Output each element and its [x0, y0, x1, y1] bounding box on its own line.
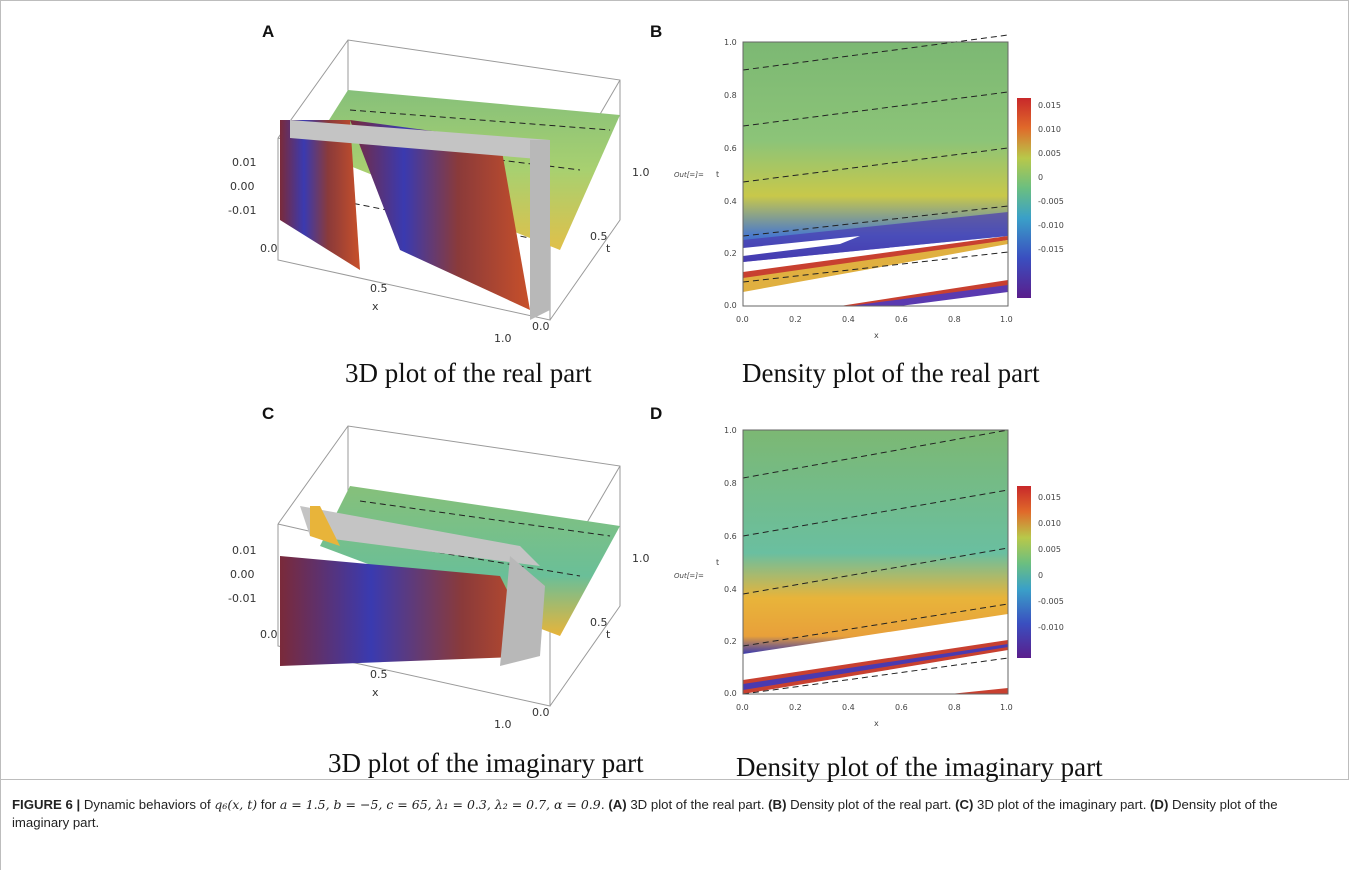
panel-b-density-plot: 1.0 0.8 0.6 0.4 0.2 0.0 t Out[=]= 0.0 0.… [674, 34, 1064, 340]
legend-tick: -0.010 [1038, 623, 1064, 632]
legend-tick: -0.005 [1038, 197, 1064, 206]
panel-letter-b: B [650, 22, 663, 41]
figure-frame-top [0, 0, 1349, 1]
x-tick: 1.0 [494, 332, 512, 345]
y-tick: 0.8 [724, 479, 737, 488]
z-tick: -0.01 [228, 204, 256, 217]
x-tick: 0.0 [260, 242, 278, 255]
y-tick: 0.4 [724, 585, 737, 594]
t-tick: 0.0 [532, 706, 550, 719]
x-axis-label: x [372, 300, 379, 313]
t-tick: 0.5 [590, 230, 608, 243]
t-axis-label: t [606, 242, 611, 255]
x-tick: 1.0 [494, 718, 512, 731]
x-tick: 0.2 [789, 703, 802, 712]
x-tick: 0.8 [948, 315, 961, 324]
y-tick: 0.2 [724, 637, 737, 646]
x-axis-label: x [874, 331, 879, 340]
subcaption-c: 3D plot of the imaginary part [328, 748, 644, 778]
z-tick: 0.00 [230, 180, 255, 193]
y-tick: 1.0 [724, 38, 737, 47]
legend-tick: 0 [1038, 571, 1043, 580]
y-tick: 0.8 [724, 91, 737, 100]
side-label: Out[=]= [674, 171, 704, 179]
y-axis-label: t [716, 170, 719, 179]
legend-tick: -0.005 [1038, 597, 1064, 606]
color-legend-bar [1017, 98, 1031, 298]
t-tick: 1.0 [632, 552, 650, 565]
figure-caption: FIGURE 6 | Dynamic behaviors of q₆(x, t)… [12, 796, 1337, 832]
legend-tick: 0.010 [1038, 519, 1061, 528]
caption-desc-b: Density plot of the real part. [786, 797, 956, 812]
x-tick: 0.5 [370, 282, 388, 295]
legend-tick: 0.005 [1038, 545, 1061, 554]
x-tick: 0.5 [370, 668, 388, 681]
legend-tick: 0.015 [1038, 101, 1061, 110]
panel-a-3d-plot: 0.01 0.00 -0.01 0.0 0.5 1.0 x 0.0 0.5 1.… [228, 39, 650, 345]
subcaption-d: Density plot of the imaginary part [736, 752, 1103, 782]
y-tick: 0.2 [724, 249, 737, 258]
t-tick: 0.5 [590, 616, 608, 629]
x-tick: 0.4 [842, 315, 855, 324]
color-legend-bar [1017, 486, 1031, 658]
z-tick: -0.01 [228, 592, 256, 605]
caption-params: a = 1.5, b = −5, c = 65, λ₁ = 0.3, λ₂ = … [279, 797, 605, 812]
y-tick: 0.4 [724, 197, 737, 206]
z-tick: 0.00 [230, 568, 255, 581]
figure-frame-left [0, 0, 1, 870]
x-tick: 0.6 [895, 703, 908, 712]
legend-tick: 0 [1038, 173, 1043, 182]
caption-text: Dynamic behaviors of [80, 797, 215, 812]
caption-ref-a: (A) [608, 797, 627, 812]
caption-desc-c: 3D plot of the imaginary part. [973, 797, 1151, 812]
t-tick: 1.0 [632, 166, 650, 179]
caption-text: for [257, 797, 280, 812]
panel-letter-a: A [262, 22, 275, 41]
x-tick: 0.0 [736, 315, 749, 324]
z-tick: 0.01 [232, 544, 257, 557]
caption-desc-d: Density plot of the imaginary part. [12, 797, 1278, 830]
panel-c-3d-plot: 0.01 0.00 -0.01 0.0 0.5 1.0 x 0.0 0.5 1.… [228, 425, 650, 731]
x-tick: 0.2 [789, 315, 802, 324]
caption-function: q₆(x, t) [214, 797, 258, 812]
legend-tick: 0.010 [1038, 125, 1061, 134]
side-label: Out[=]= [674, 572, 704, 580]
panel-letter-c: C [262, 404, 275, 423]
x-axis-label: x [874, 719, 879, 728]
subcaption-a: 3D plot of the real part [345, 358, 592, 388]
y-axis-label: t [716, 558, 719, 567]
x-axis-label: x [372, 686, 379, 699]
legend-tick: -0.010 [1038, 221, 1064, 230]
panel-d-density-plot: 1.0 0.8 0.6 0.4 0.2 0.0 t Out[=]= 0.0 0.… [674, 426, 1064, 728]
caption-desc-a: 3D plot of the real part. [626, 797, 769, 812]
legend-tick: 0.015 [1038, 493, 1061, 502]
x-tick: 0.4 [842, 703, 855, 712]
x-tick: 0.0 [260, 628, 278, 641]
x-tick: 0.6 [895, 315, 908, 324]
y-tick: 0.0 [724, 301, 737, 310]
y-tick: 1.0 [724, 426, 737, 435]
caption-label: FIGURE 6 | [12, 797, 81, 812]
y-tick: 0.6 [724, 532, 737, 541]
x-tick: 0.8 [948, 703, 961, 712]
legend-tick: -0.015 [1038, 245, 1064, 254]
t-tick: 0.0 [532, 320, 550, 333]
figure-frame-bottom [0, 779, 1349, 780]
caption-ref-c: (C) [955, 797, 974, 812]
legend-tick: 0.005 [1038, 149, 1061, 158]
x-tick: 1.0 [1000, 703, 1013, 712]
x-tick: 0.0 [736, 703, 749, 712]
caption-ref-d: (D) [1150, 797, 1169, 812]
z-tick: 0.01 [232, 156, 257, 169]
x-tick: 1.0 [1000, 315, 1013, 324]
y-tick: 0.6 [724, 144, 737, 153]
y-tick: 0.0 [724, 689, 737, 698]
panel-letter-d: D [650, 404, 663, 423]
subcaption-b: Density plot of the real part [742, 358, 1040, 388]
t-axis-label: t [606, 628, 611, 641]
caption-ref-b: (B) [768, 797, 787, 812]
